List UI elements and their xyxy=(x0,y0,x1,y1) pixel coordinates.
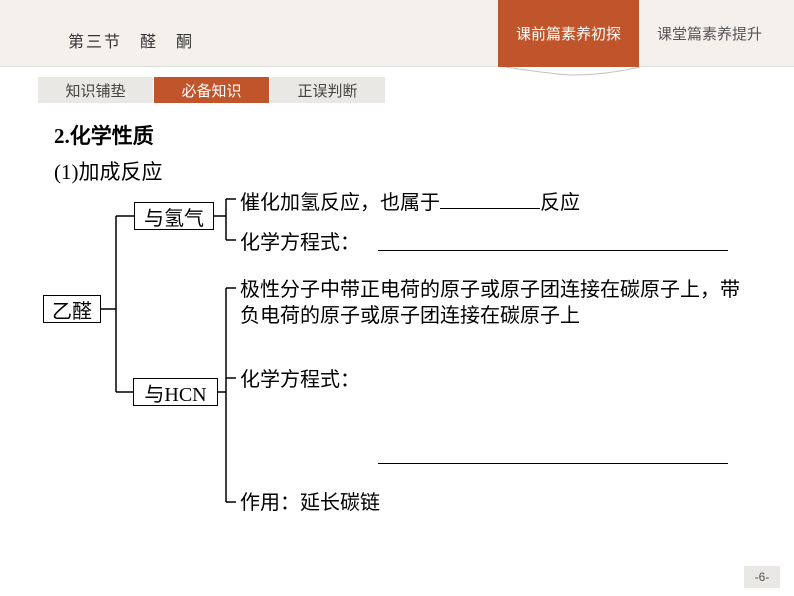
node-hydrogen: 与氢气 xyxy=(134,202,214,230)
text-polar-molecule: 极性分子中带正电荷的原子或原子团连接在碳原子上，带负电荷的原子或原子团连接在碳原… xyxy=(240,277,750,329)
text-prefix: 催化加氢反应，也属于 xyxy=(240,192,440,214)
connector-lines xyxy=(40,178,760,558)
subtabs: 知识铺垫 必备知识 正误判断 xyxy=(38,77,794,103)
text-catalytic-hydrogenation: 催化加氢反应，也属于 反应 xyxy=(240,189,580,216)
blank-equation-2 xyxy=(378,463,728,464)
tab-in-class[interactable]: 课堂篇素养提升 xyxy=(639,0,780,67)
tab-label: 课前篇素养初探 xyxy=(516,23,621,44)
tab-label: 课堂篇素养提升 xyxy=(657,23,762,44)
text-equation-1: 化学方程式： xyxy=(240,230,360,256)
text-effect: 作用：延长碳链 xyxy=(240,490,380,516)
subtab-label: 必备知识 xyxy=(181,80,241,101)
tree-diagram: 乙醛 与氢气 与HCN 催化加氢反应，也属于 反应 化学方程式： 极性分子中带正电… xyxy=(40,178,760,558)
top-tabs: 课前篇素养初探 课堂篇素养提升 xyxy=(498,0,780,67)
node-hcn: 与HCN xyxy=(133,378,218,406)
blank-equation-1 xyxy=(378,250,728,251)
tab-pre-class[interactable]: 课前篇素养初探 xyxy=(498,0,639,67)
blank-fill xyxy=(440,189,540,209)
page-number: -6- xyxy=(744,566,780,588)
header-bar: 第三节 醛 酮 课前篇素养初探 课堂篇素养提升 xyxy=(0,0,794,67)
subtab-label: 知识铺垫 xyxy=(65,80,125,101)
subtab-essential-knowledge[interactable]: 必备知识 xyxy=(154,77,270,103)
subtab-true-false[interactable]: 正误判断 xyxy=(270,77,386,103)
node-root: 乙醛 xyxy=(43,295,101,323)
subtab-label: 正误判断 xyxy=(297,80,357,101)
section-title: 第三节 醛 酮 xyxy=(68,28,194,52)
subtab-knowledge-prep[interactable]: 知识铺垫 xyxy=(38,77,154,103)
heading-chemical-properties: 2.化学性质 xyxy=(54,120,754,150)
tab-shadow-decoration xyxy=(0,67,794,75)
text-suffix: 反应 xyxy=(540,192,580,214)
text-equation-2: 化学方程式： xyxy=(240,367,360,393)
